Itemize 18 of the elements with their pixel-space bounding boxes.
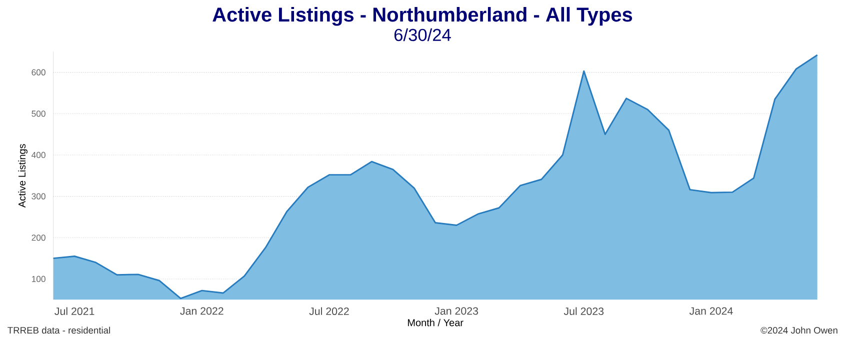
x-tick-label: Jan 2022 [180,307,224,315]
y-tick-label: 100 [32,276,46,282]
x-axis-title: Month / Year [408,318,464,326]
text: TRREB data - residential [8,326,110,334]
chart-subtitle: 6/30/24 [394,28,451,42]
y-tick-label: 500 [32,110,46,117]
y-tick-label: 600 [32,69,46,76]
text: ©2024 John Owen [760,326,838,334]
x-tick-label: Jan 2023 [434,307,478,315]
y-tick-label: 400 [32,152,46,158]
x-tick-label: Jan 2024 [689,307,733,315]
x-tick-label: Jul 2021 [54,307,94,316]
y-axis-title: Active Listings [18,144,28,208]
x-tick-label: Jul 2023 [564,307,604,316]
x-tick-label: Jul 2022 [309,307,349,316]
y-tick-label: 200 [32,234,46,241]
chart-title: Active Listings - Northumberland - All Types [212,7,632,26]
y-tick-label: 300 [32,193,46,200]
